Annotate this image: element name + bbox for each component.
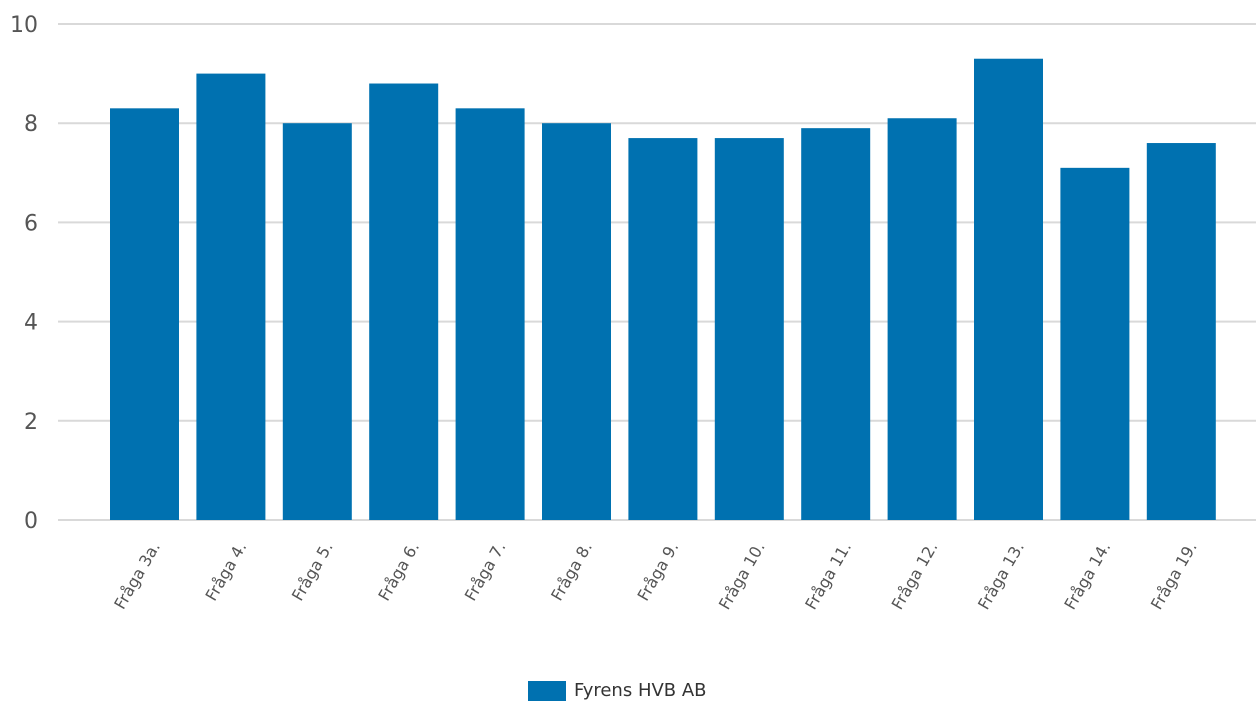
x-tick-label: Fråga 6. (374, 539, 423, 605)
y-tick-label: 2 (24, 410, 38, 435)
bar (714, 138, 784, 520)
bar (110, 108, 179, 520)
y-tick-label: 4 (24, 311, 38, 336)
bars (110, 58, 1216, 521)
legend-label: Fyrens HVB AB (574, 680, 707, 701)
bar (1060, 167, 1130, 520)
bar (196, 73, 266, 520)
x-tick-label: Fråga 7. (461, 539, 510, 605)
y-tick-label: 8 (24, 112, 38, 137)
legend: Fyrens HVB AB (528, 680, 707, 701)
bar (801, 128, 871, 520)
x-tick-label: Fråga 14. (1060, 539, 1114, 613)
bar (455, 108, 525, 520)
x-tick-label: Fråga 5. (288, 539, 337, 605)
x-axis-labels: Fråga 3a. Fråga 4. Fråga 5. Fråga 6. Fråga 7… (110, 539, 1201, 613)
bar (542, 123, 611, 520)
bar (369, 83, 439, 521)
x-tick-label: Fråga 3a. (110, 539, 164, 613)
x-tick-label: Fråga 10. (715, 539, 769, 613)
y-tick-label: 10 (10, 13, 38, 38)
x-tick-label: Fråga 11. (801, 539, 855, 613)
y-tick-label: 6 (24, 211, 38, 236)
bar (974, 58, 1043, 520)
bar (628, 138, 698, 520)
legend-swatch (528, 680, 566, 701)
x-tick-label: Fråga 13. (974, 539, 1028, 613)
y-tick-label: 0 (24, 509, 38, 534)
x-tick-label: Fråga 12. (888, 539, 942, 613)
x-tick-label: Fråga 8. (547, 539, 596, 605)
y-axis-ticks: 0 2 4 6 8 10 (10, 13, 38, 534)
x-tick-label: Fråga 4. (202, 539, 251, 605)
bar (887, 118, 957, 521)
x-tick-label: Fråga 9. (634, 539, 683, 605)
bar (282, 123, 352, 520)
x-tick-label: Fråga 19. (1147, 539, 1201, 613)
bar (1146, 143, 1216, 521)
